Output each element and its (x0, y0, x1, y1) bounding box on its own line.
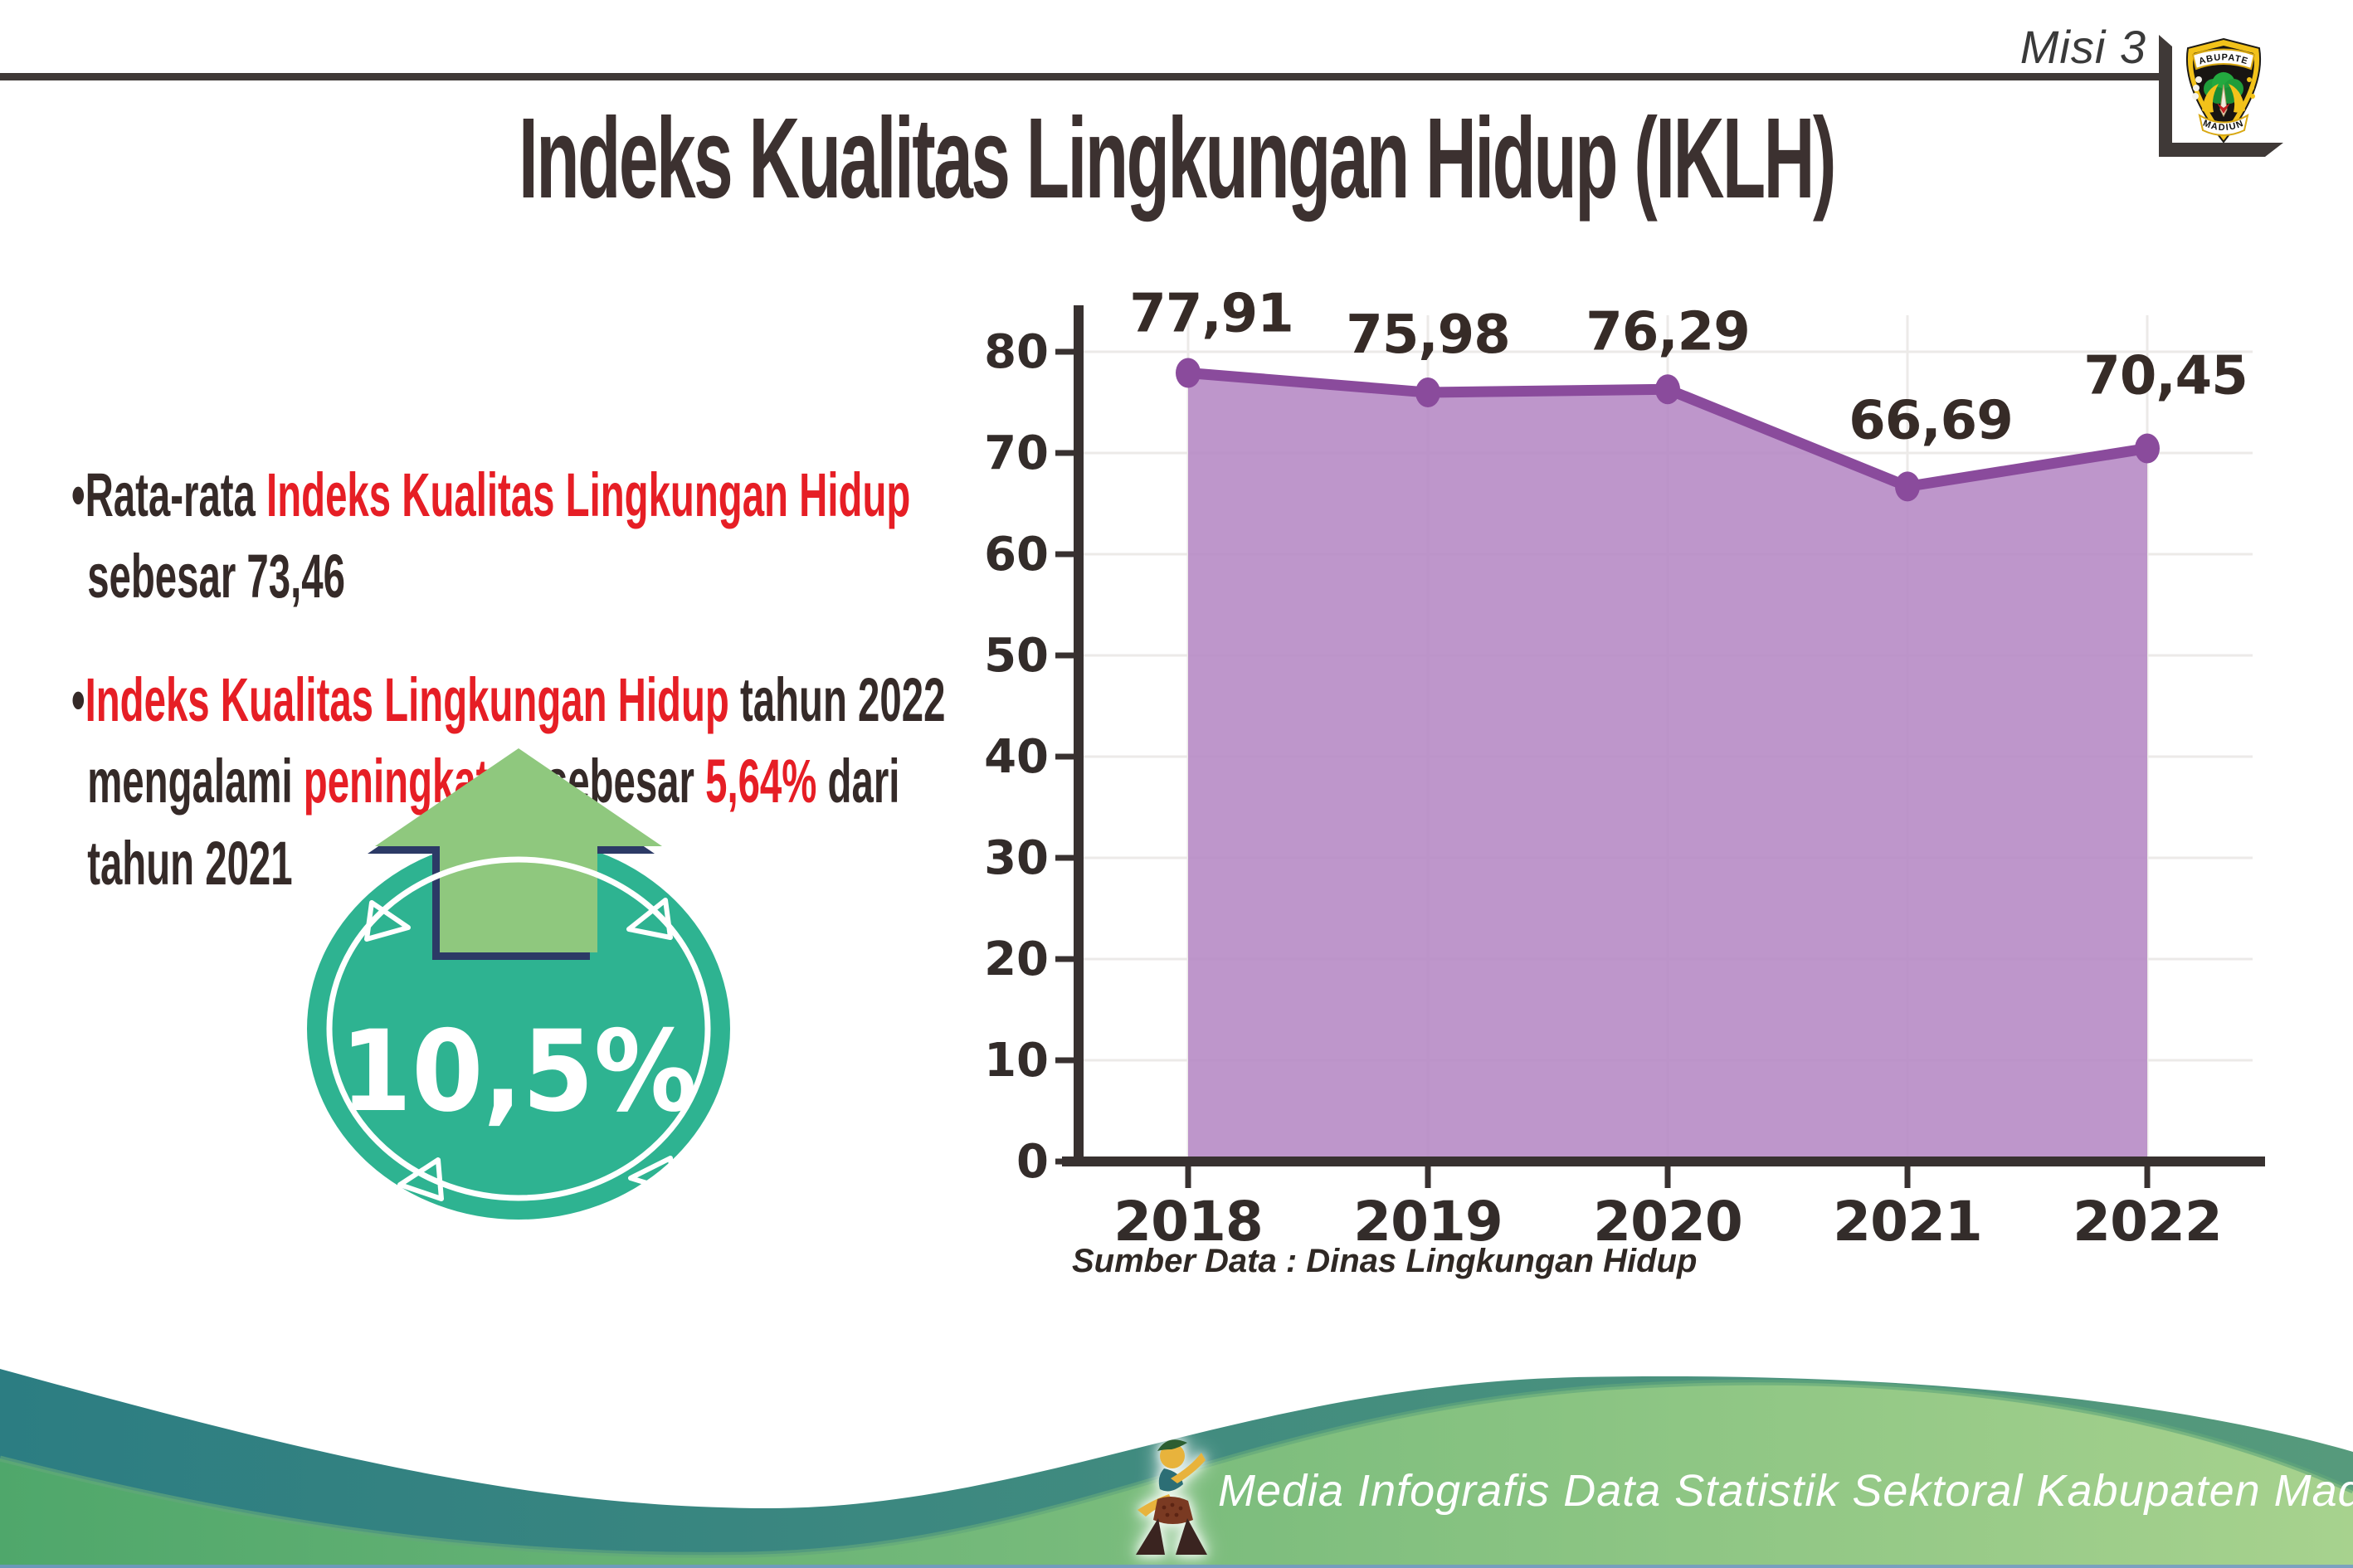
svg-text:2022: 2022 (2073, 1190, 2222, 1254)
kabupaten-madiun-crest-icon: KABUPATEN ★ MADIUN (2177, 37, 2262, 144)
logo-corner-bracket-horizontal (2159, 143, 2283, 157)
bullet-item: •Indeks Kualitas Lingkungan Hidup tahun … (71, 660, 1059, 904)
svg-text:30: 30 (984, 831, 1049, 885)
svg-text:66,69: 66,69 (1849, 390, 2012, 451)
iklh-area-chart: 0 10 20 30 40 50 60 70 80 2018 2019 2020 2021 2022 77,… (984, 283, 2265, 1254)
dancer-mascot-icon (1136, 1439, 1207, 1555)
footer-caption: Media Infografis Data Statistik Sektoral… (1218, 1466, 2353, 1516)
chart-axes (1055, 305, 2265, 1188)
svg-text:70,45: 70,45 (2083, 346, 2247, 407)
svg-text:40: 40 (984, 730, 1049, 784)
logo-corner-bracket-vertical (2159, 35, 2172, 157)
bottom-edge-strip (0, 1565, 2353, 1568)
svg-text:2020: 2020 (1593, 1190, 1742, 1254)
source-note: Sumber Data : Dinas Lingkungan Hidup (1072, 1243, 1698, 1279)
badge-accent-triangles (364, 898, 676, 1201)
page-title: Indeks Kualitas Lingkungan Hidup (IKLH) (519, 95, 1836, 222)
crest-rice-icon (2247, 77, 2255, 99)
chart-data-labels: 77,91 75,98 76,29 66,69 70,45 (1129, 283, 2248, 451)
badge-circle (307, 838, 730, 1220)
crest-wings-icon (2202, 84, 2245, 113)
body-text: tahun 2021 (87, 828, 293, 898)
body-text: tahun 2022 (728, 665, 946, 734)
body-text: Rata-rata (85, 460, 267, 529)
badge-inner-ring (326, 856, 711, 1201)
svg-text:80: 80 (984, 325, 1049, 379)
svg-text:2021: 2021 (1833, 1190, 1982, 1254)
top-divider-rule (0, 73, 2159, 80)
svg-text:76,29: 76,29 (1586, 301, 1749, 363)
svg-text:77,91: 77,91 (1129, 283, 1293, 344)
svg-text:70: 70 (984, 426, 1049, 480)
highlight-text: Indeks Kualitas Lingkungan Hidup (85, 665, 729, 734)
highlight-text: 5,64% (705, 747, 817, 816)
body-text: sebesar 73,46 (87, 542, 345, 611)
svg-text:20: 20 (984, 933, 1049, 986)
crest-bottom-text: MADIUN (2201, 119, 2244, 134)
svg-text:75,98: 75,98 (1346, 304, 1509, 366)
body-text: mengalami (87, 747, 304, 816)
body-text: dari (816, 747, 900, 816)
chart-axis-labels: 0 10 20 30 40 50 60 70 80 2018 2019 2020 2021 2022 (984, 325, 2223, 1254)
highlight-text: Indeks Kualitas Lingkungan Hidup (266, 460, 911, 529)
bullet-dot: • (71, 665, 85, 734)
badge-percentage: 10,5% (340, 1006, 697, 1137)
svg-text:50: 50 (984, 629, 1049, 683)
svg-text:MADIUN: MADIUN (2201, 119, 2245, 134)
crest-red-accent (2217, 103, 2230, 114)
mission-label: Misi 3 (2019, 21, 2146, 73)
bullet-item: •Rata-rata Indeks Kualitas Lingkungan Hi… (71, 455, 1059, 618)
svg-text:2018: 2018 (1113, 1190, 1263, 1254)
bullet-dot: • (71, 460, 85, 529)
increase-badge: 10,5% (307, 748, 730, 1220)
area-series (1176, 358, 2160, 1161)
svg-text:10: 10 (984, 1034, 1049, 1088)
svg-text:2019: 2019 (1353, 1190, 1503, 1254)
crest-cotton-icon (2192, 76, 2202, 100)
svg-text:0: 0 (1016, 1135, 1049, 1189)
svg-text:60: 60 (984, 528, 1049, 582)
bullet-list: •Rata-rata Indeks Kualitas Lingkungan Hi… (71, 455, 1059, 946)
